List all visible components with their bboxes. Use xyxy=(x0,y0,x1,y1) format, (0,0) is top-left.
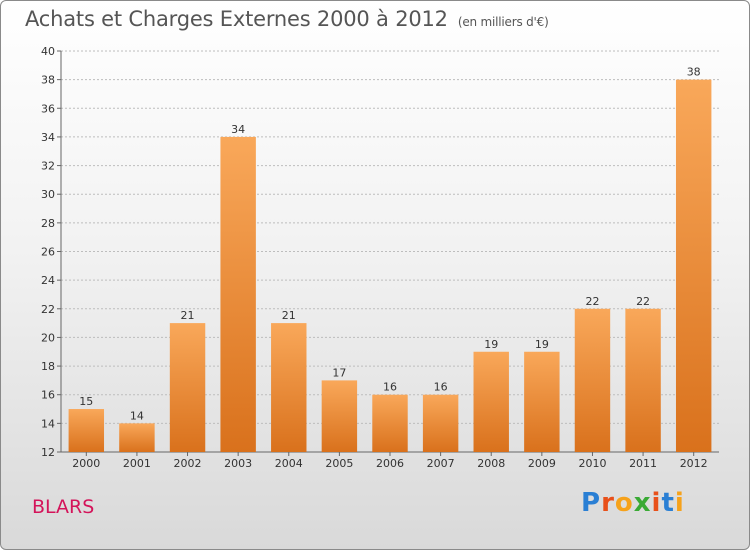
y-tick-label: 38 xyxy=(41,74,55,87)
bar xyxy=(321,380,358,452)
logo-letter: i xyxy=(651,488,662,518)
bar xyxy=(574,308,611,452)
bar xyxy=(473,351,509,452)
x-tick-label: 2012 xyxy=(680,457,708,470)
bar xyxy=(119,423,155,452)
chart-title-text: Achats et Charges Externes 2000 à 2012 xyxy=(25,7,448,31)
y-tick-label: 22 xyxy=(41,303,55,316)
x-tick-label: 2006 xyxy=(376,457,404,470)
logo-letter: P xyxy=(581,488,602,518)
y-tick-label: 24 xyxy=(41,274,55,287)
data-label: 15 xyxy=(79,395,93,408)
x-tick-label: 2007 xyxy=(427,457,455,470)
bar xyxy=(675,79,712,453)
y-tick-label: 30 xyxy=(41,188,55,201)
data-label: 21 xyxy=(282,309,296,322)
location-label: BLARS xyxy=(32,496,95,518)
data-label: 34 xyxy=(231,123,245,136)
data-label: 38 xyxy=(687,66,701,79)
x-tick-label: 2003 xyxy=(224,457,252,470)
bar xyxy=(220,136,256,452)
data-label: 19 xyxy=(484,338,498,351)
y-tick-label: 32 xyxy=(41,160,55,173)
y-tick-label: 28 xyxy=(41,217,55,230)
bar xyxy=(271,323,307,452)
x-tick-label: 2008 xyxy=(477,457,505,470)
x-tick-label: 2010 xyxy=(578,457,606,470)
y-tick-label: 34 xyxy=(41,131,55,144)
bar xyxy=(372,394,408,452)
x-tick-label: 2000 xyxy=(72,457,100,470)
y-tick-label: 12 xyxy=(41,446,55,459)
x-tick-label: 2004 xyxy=(275,457,303,470)
bar xyxy=(422,394,459,452)
y-tick-label: 14 xyxy=(41,417,55,430)
y-tick-label: 26 xyxy=(41,246,55,259)
data-label: 16 xyxy=(383,381,397,394)
logo-letter: r xyxy=(601,488,615,518)
y-tick-label: 20 xyxy=(41,331,55,344)
bar xyxy=(169,323,206,452)
data-label: 21 xyxy=(181,309,195,322)
bar xyxy=(625,308,661,452)
x-tick-label: 2011 xyxy=(629,457,657,470)
y-tick-label: 36 xyxy=(41,102,55,115)
chart-title: Achats et Charges Externes 2000 à 2012 (e… xyxy=(25,7,549,31)
logo-letter: o xyxy=(614,488,634,518)
bar xyxy=(68,409,105,452)
chart-subtitle: (en milliers d'€) xyxy=(457,15,549,29)
logo-letter: x xyxy=(633,488,652,518)
data-label: 16 xyxy=(434,381,448,394)
logo-letter: i xyxy=(674,488,685,518)
x-tick-label: 2001 xyxy=(123,457,151,470)
logo-letter: t xyxy=(661,488,675,518)
y-tick-label: 40 xyxy=(41,45,55,58)
y-tick-label: 18 xyxy=(41,360,55,373)
data-label: 19 xyxy=(535,338,549,351)
bar xyxy=(524,351,560,452)
data-label: 17 xyxy=(332,366,346,379)
y-tick-label: 16 xyxy=(41,389,55,402)
data-label: 22 xyxy=(585,295,599,308)
x-tick-label: 2009 xyxy=(528,457,556,470)
x-tick-label: 2002 xyxy=(174,457,202,470)
x-tick-label: 2005 xyxy=(325,457,353,470)
proxiti-logo: Proxiti xyxy=(581,488,685,518)
data-label: 14 xyxy=(130,409,144,422)
data-label: 22 xyxy=(636,295,650,308)
